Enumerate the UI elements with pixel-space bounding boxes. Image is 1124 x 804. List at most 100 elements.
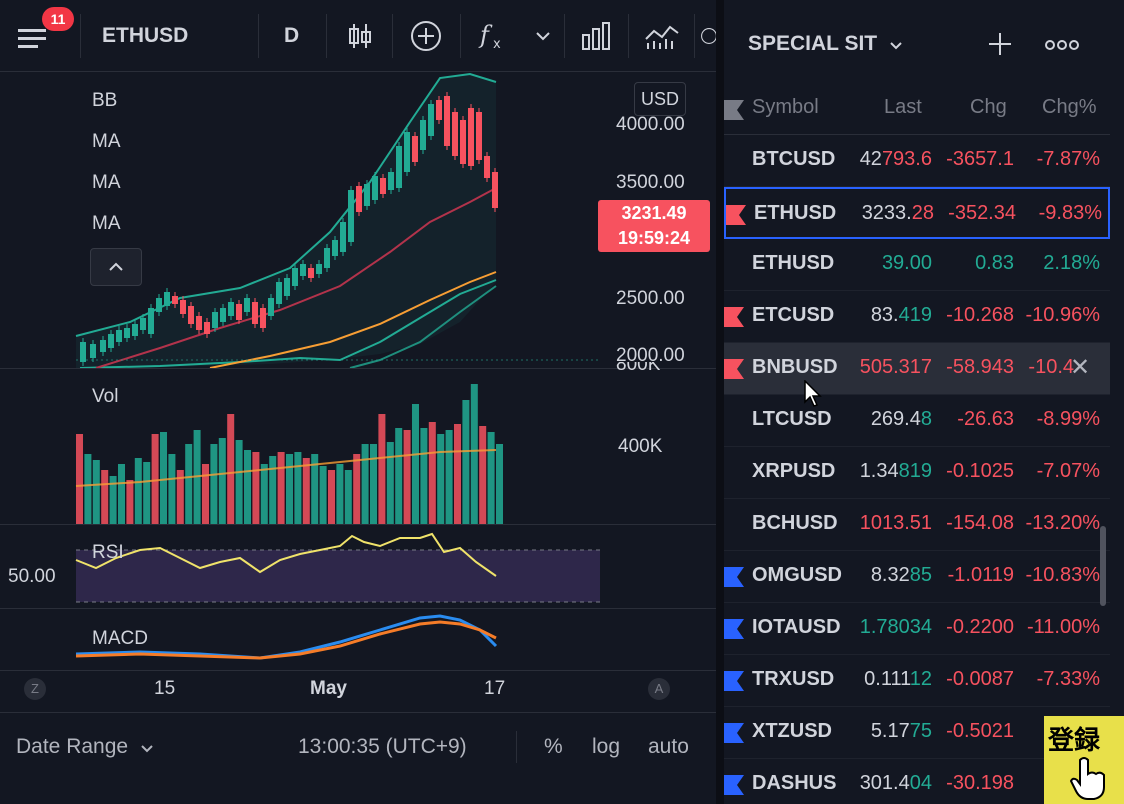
symbol-search[interactable]: ETHUSD bbox=[102, 24, 189, 47]
blue-flag-icon[interactable] bbox=[724, 723, 744, 743]
percent-scale-toggle[interactable]: % bbox=[544, 735, 563, 758]
pointer-hand-icon bbox=[1070, 757, 1105, 800]
volume-bar bbox=[479, 426, 487, 524]
watchlist-row[interactable]: BNBUSD 505.317 -58.943 -10.4 ✕ bbox=[724, 343, 1110, 395]
row-last-changed: 39.00 bbox=[881, 252, 932, 274]
watchlist-row[interactable]: IOTAUSD 1.78034 -0.2200 -11.00% bbox=[724, 603, 1110, 655]
volume-bar bbox=[235, 440, 243, 524]
red-flag-icon[interactable] bbox=[724, 359, 744, 379]
blue-flag-icon[interactable] bbox=[724, 619, 744, 639]
volume-bar bbox=[487, 432, 495, 524]
candle-body bbox=[412, 136, 418, 162]
red-flag-icon[interactable] bbox=[726, 205, 746, 225]
row-last-changed: 04 bbox=[909, 772, 932, 794]
compare-add-icon[interactable] bbox=[408, 18, 444, 54]
row-symbol: TRXUSD bbox=[752, 668, 835, 690]
candle-body bbox=[292, 268, 298, 286]
candle-body bbox=[316, 264, 322, 274]
bar-chart-icon[interactable] bbox=[578, 18, 614, 54]
timezone-clock[interactable]: 13:00:35 (UTC+9) bbox=[298, 735, 467, 758]
auto-scale-button[interactable]: A bbox=[648, 678, 670, 700]
rsi-label[interactable]: RSI bbox=[92, 542, 124, 563]
watchlist-row[interactable]: ETHUSD 3233.28 -352.34 -9.83% bbox=[724, 187, 1110, 239]
watchlist-row[interactable]: TRXUSD 0.11112 -0.0087 -7.33% bbox=[724, 655, 1110, 707]
volume-bar bbox=[92, 460, 100, 524]
zoom-reset-button[interactable]: Z bbox=[24, 678, 46, 700]
currency-button[interactable]: USD bbox=[634, 82, 686, 116]
column-last[interactable]: Last bbox=[884, 96, 922, 118]
volume-bar bbox=[202, 464, 209, 524]
legend-bb[interactable]: BB bbox=[92, 90, 118, 111]
blue-flag-icon[interactable] bbox=[724, 671, 744, 691]
row-last-unchanged: 301.4 bbox=[859, 772, 910, 794]
red-flag-icon[interactable] bbox=[724, 307, 744, 327]
watchlist-scrollbar[interactable] bbox=[1100, 526, 1106, 606]
last-price-tag: 3231.49 19:59:24 bbox=[598, 200, 710, 252]
row-chg: -26.63 bbox=[957, 408, 1014, 430]
collapse-legend-button[interactable] bbox=[90, 248, 142, 286]
volume-bar bbox=[370, 444, 377, 524]
volume-bar bbox=[109, 476, 117, 524]
row-last: 42793.6 bbox=[844, 148, 932, 171]
add-symbol-icon[interactable] bbox=[986, 30, 1014, 63]
remove-symbol-icon[interactable]: ✕ bbox=[1070, 354, 1091, 381]
candle-body bbox=[164, 292, 170, 306]
svg-text:f: f bbox=[478, 21, 493, 49]
row-chg-percent: 2.18% bbox=[1043, 252, 1100, 274]
chevron-down-icon[interactable] bbox=[528, 18, 558, 54]
more-options-icon[interactable] bbox=[1044, 38, 1080, 56]
time-tick: 17 bbox=[484, 678, 506, 699]
candle-body bbox=[196, 316, 202, 330]
watchlist-row[interactable]: ETCUSD 83.419 -10.268 -10.96% bbox=[724, 291, 1110, 343]
row-chg: -10.268 bbox=[946, 304, 1014, 326]
volume-bar bbox=[143, 462, 151, 524]
signup-button[interactable]: 登録 bbox=[1044, 716, 1124, 804]
watchlist-row[interactable]: OMGUSD 8.3285 -1.0119 -10.83% bbox=[724, 551, 1110, 603]
volume-label[interactable]: Vol bbox=[92, 386, 119, 407]
row-last-changed: 505.317 bbox=[859, 356, 932, 378]
bollinger-upper bbox=[75, 72, 497, 337]
column-chg-percent[interactable]: Chg% bbox=[1042, 96, 1097, 118]
panel-divider[interactable] bbox=[716, 0, 724, 804]
chart-area[interactable]: BB MA MA MA USD 4000.00 3500.00 2500.00 … bbox=[0, 72, 718, 712]
blue-flag-icon[interactable] bbox=[724, 775, 744, 795]
candle-body bbox=[388, 172, 394, 190]
macd-label[interactable]: MACD bbox=[92, 628, 148, 649]
row-last: 83.419 bbox=[844, 304, 932, 327]
candles-icon[interactable] bbox=[342, 18, 378, 54]
interval-selector[interactable]: D bbox=[284, 24, 300, 47]
legend-ma-3[interactable]: MA bbox=[92, 213, 121, 234]
price-tick: 2000.00 bbox=[616, 345, 685, 366]
watchlist-title[interactable]: SPECIAL SIT bbox=[748, 32, 903, 56]
candle-body bbox=[90, 344, 96, 358]
legend-ma-1[interactable]: MA bbox=[92, 131, 121, 152]
log-scale-toggle[interactable]: log bbox=[592, 735, 621, 758]
header-flag-icon[interactable] bbox=[724, 100, 744, 125]
volume-bar bbox=[76, 434, 83, 524]
macd-signal-line bbox=[75, 620, 497, 660]
volume-bar bbox=[353, 454, 361, 524]
auto-scale-toggle[interactable]: auto bbox=[648, 735, 689, 758]
replay-chart-icon[interactable] bbox=[644, 18, 680, 54]
rsi-level: 50.00 bbox=[8, 566, 56, 587]
row-symbol: BNBUSD bbox=[752, 356, 838, 378]
menu-icon[interactable] bbox=[14, 18, 50, 54]
watchlist-row[interactable]: XRPUSD 1.34819 -0.1025 -7.07% bbox=[724, 447, 1110, 499]
price-chart-canvas[interactable] bbox=[0, 72, 718, 712]
legend-ma-2[interactable]: MA bbox=[92, 172, 121, 193]
row-last-changed: 419 bbox=[898, 304, 932, 326]
row-symbol: XRPUSD bbox=[752, 460, 836, 482]
watchlist-row[interactable]: BCHUSD 1013.51 -154.08 -13.20% bbox=[724, 499, 1110, 551]
watchlist-row[interactable]: BTCUSD 42793.6 -3657.1 -7.87% bbox=[724, 135, 1110, 187]
date-range-button[interactable]: Date Range bbox=[16, 735, 154, 759]
volume-bar bbox=[412, 404, 419, 524]
watchlist-row[interactable]: LTCUSD 269.48 -26.63 -8.99% bbox=[724, 395, 1110, 447]
column-symbol[interactable]: Symbol bbox=[752, 96, 819, 118]
column-chg[interactable]: Chg bbox=[970, 96, 1007, 118]
candle-body bbox=[132, 324, 138, 336]
watchlist-row[interactable]: ETHUSD 39.00 0.83 2.18% bbox=[724, 239, 1110, 291]
blue-flag-icon[interactable] bbox=[724, 567, 744, 587]
